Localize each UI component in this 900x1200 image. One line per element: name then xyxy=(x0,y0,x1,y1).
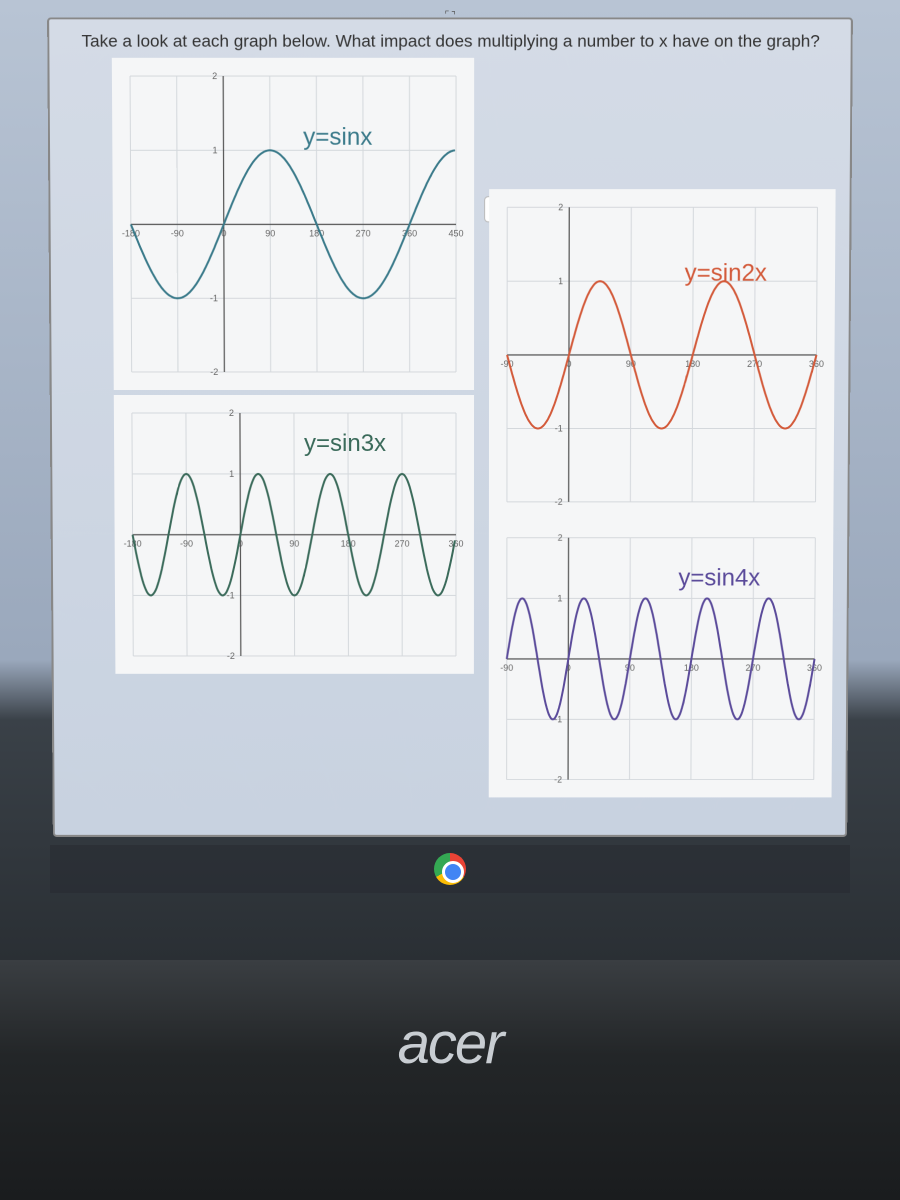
svg-text:90: 90 xyxy=(289,539,299,549)
svg-text:-90: -90 xyxy=(171,228,184,238)
svg-text:-90: -90 xyxy=(501,359,514,369)
svg-text:-1: -1 xyxy=(555,424,563,434)
svg-text:1: 1 xyxy=(212,145,217,155)
chart-grid: -180-90090180270360450-2-112y=sinx -9009… xyxy=(61,58,838,798)
svg-text:1: 1 xyxy=(229,469,234,479)
svg-text:180: 180 xyxy=(685,359,700,369)
svg-text:-1: -1 xyxy=(210,293,218,303)
svg-text:-90: -90 xyxy=(180,539,193,549)
svg-text:-180: -180 xyxy=(122,228,140,238)
svg-text:-2: -2 xyxy=(210,367,218,377)
svg-text:270: 270 xyxy=(395,539,410,549)
svg-text:180: 180 xyxy=(341,539,356,549)
taskbar xyxy=(50,845,850,893)
quiz-panel: Take a look at each graph below. What im… xyxy=(47,17,853,837)
svg-text:2: 2 xyxy=(229,408,234,418)
chart-title: y=sin2x xyxy=(685,260,767,288)
svg-text:2: 2 xyxy=(212,71,217,81)
chart-sin3x: -180-90090180270360-2-112y=sin3x xyxy=(114,395,474,674)
svg-text:-2: -2 xyxy=(554,775,562,785)
svg-text:450: 450 xyxy=(448,228,463,238)
svg-text:-2: -2 xyxy=(555,497,563,507)
svg-text:90: 90 xyxy=(265,228,275,238)
svg-text:2: 2 xyxy=(558,533,563,543)
svg-text:1: 1 xyxy=(557,593,562,603)
chrome-icon[interactable] xyxy=(434,853,466,885)
chart-sin2x: -90090180270360-2-112y=sin2x xyxy=(489,189,836,520)
svg-text:270: 270 xyxy=(747,359,762,369)
svg-text:-2: -2 xyxy=(227,651,235,661)
chart-title: y=sinx xyxy=(303,124,372,152)
svg-text:-180: -180 xyxy=(124,539,142,549)
svg-text:-1: -1 xyxy=(227,590,235,600)
chart-title: y=sin3x xyxy=(304,430,386,458)
chart-title: y=sin4x xyxy=(678,565,760,593)
question-text: Take a look at each graph below. What im… xyxy=(61,31,838,51)
svg-text:2: 2 xyxy=(558,202,563,212)
svg-text:-90: -90 xyxy=(500,663,513,673)
laptop-body: acer xyxy=(0,960,900,1200)
svg-text:360: 360 xyxy=(809,359,824,369)
svg-text:1: 1 xyxy=(558,276,563,286)
chart-sin4x: -90090180270360-2-112y=sin4x xyxy=(489,520,834,798)
svg-text:360: 360 xyxy=(449,539,464,549)
svg-text:270: 270 xyxy=(356,228,371,238)
chart-sinx: -180-90090180270360450-2-112y=sinx xyxy=(112,58,474,390)
brand-logo: acer xyxy=(0,1010,900,1077)
